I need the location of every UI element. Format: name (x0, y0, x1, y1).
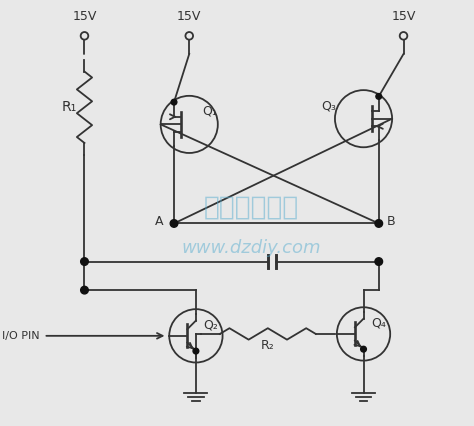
Circle shape (376, 94, 382, 99)
Text: 15V: 15V (177, 11, 201, 23)
Text: Q₄: Q₄ (371, 317, 386, 329)
Text: 15V: 15V (392, 11, 416, 23)
Circle shape (171, 99, 177, 105)
Text: www.dzdiy.com: www.dzdiy.com (182, 239, 321, 257)
Text: I/O PIN: I/O PIN (2, 331, 40, 341)
Circle shape (375, 258, 383, 265)
Circle shape (193, 348, 199, 354)
Circle shape (81, 286, 88, 294)
Circle shape (170, 220, 178, 227)
Text: R₂: R₂ (261, 339, 275, 352)
Text: 电子制作天地: 电子制作天地 (203, 194, 299, 220)
Text: R₁: R₁ (62, 100, 77, 114)
Circle shape (375, 220, 383, 227)
Circle shape (361, 346, 366, 352)
Text: Q₁: Q₁ (202, 105, 218, 118)
Circle shape (81, 258, 88, 265)
Text: Q₃: Q₃ (322, 99, 337, 112)
Text: Q₂: Q₂ (203, 318, 219, 331)
Text: B: B (386, 215, 395, 228)
Text: A: A (155, 215, 164, 228)
Text: 15V: 15V (73, 11, 97, 23)
